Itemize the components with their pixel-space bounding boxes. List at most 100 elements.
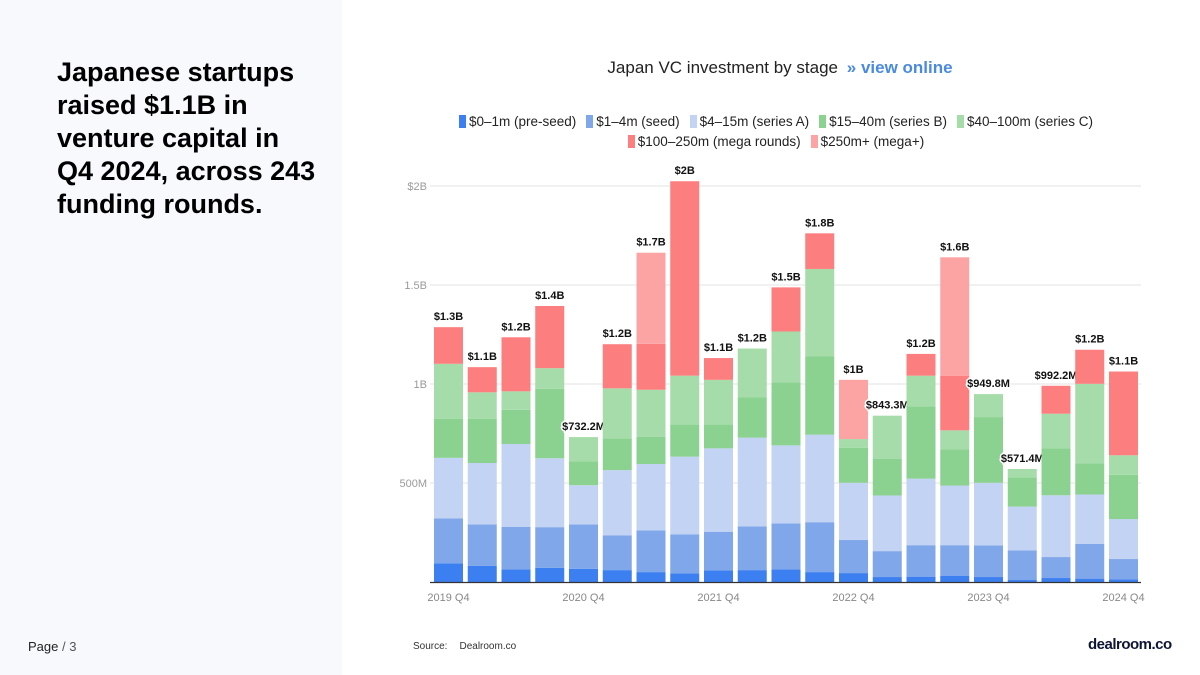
left-panel: Japanese startups raised $1.1B in ventur…: [0, 0, 342, 675]
bar-segment: [1007, 468, 1037, 478]
bar-segment: [1109, 579, 1138, 582]
bar-segment: [1041, 448, 1071, 496]
bar-segment: [636, 343, 666, 390]
bar-segment: [670, 573, 700, 582]
bar-total-label: $1.6B: [940, 241, 969, 253]
bar-total-label: $1.1B: [468, 351, 497, 363]
source-value: Dealroom.co: [459, 641, 517, 652]
bar-segment: [704, 570, 733, 582]
bar-segment: [1007, 580, 1037, 582]
bar-segment: [839, 447, 868, 483]
bar-segment: [636, 389, 666, 437]
bar-segment: [467, 565, 497, 582]
bar-total-label: $1.1B: [704, 342, 733, 354]
page-indicator: Page / 3: [28, 639, 76, 654]
legend-item[interactable]: $100–250m (mega rounds): [627, 132, 801, 152]
bar-segment: [974, 577, 1003, 582]
legend-swatch: [627, 135, 635, 148]
bar-segment: [1041, 578, 1071, 582]
bar-segment: [1109, 559, 1138, 580]
bar-segment: [670, 375, 700, 425]
bar-total-label: $1.1B: [1109, 356, 1138, 368]
bar-segment: [839, 540, 868, 574]
legend-item[interactable]: $15–40m (series B): [819, 112, 947, 132]
legend-item[interactable]: $4–15m (series A): [689, 112, 810, 132]
bar-segment: [704, 448, 733, 532]
bar-segment: [906, 545, 936, 577]
bar-segment: [501, 337, 531, 392]
bar-segment: [467, 392, 497, 419]
bar-segment: [535, 388, 565, 459]
bar-segment: [569, 437, 598, 462]
chart-title-text: Japan VC investment by stage: [607, 58, 838, 77]
bar-segment: [602, 570, 632, 582]
dealroom-logo: dealroom.co: [1088, 636, 1172, 653]
x-tick-label: 2019 Q4: [427, 592, 469, 604]
bar-segment: [602, 344, 632, 389]
bar-segment: [974, 482, 1003, 546]
legend-item[interactable]: $0–1m (pre-seed): [458, 112, 577, 132]
bar-segment: [434, 563, 463, 582]
bar-segment: [670, 424, 700, 457]
bar-segment: [501, 569, 531, 582]
bar-segment: [1041, 385, 1071, 414]
legend-label: $1–4m (seed): [596, 114, 680, 129]
double-chevron-icon: »: [846, 58, 857, 77]
bar-segment: [535, 567, 565, 582]
bar-segment: [501, 391, 531, 410]
bar-segment: [434, 418, 463, 458]
legend-swatch: [956, 115, 964, 128]
bar-segment: [1007, 477, 1037, 507]
bar-segment: [704, 358, 733, 380]
bar-segment: [704, 424, 733, 449]
x-tick-label: 2020 Q4: [562, 592, 604, 604]
headline: Japanese startups raised $1.1B in ventur…: [57, 57, 316, 219]
bar-segment: [1109, 474, 1138, 520]
bar-segment: [974, 545, 1003, 578]
bar-segment: [704, 531, 733, 571]
x-tick-label: 2021 Q4: [697, 592, 739, 604]
bar-segment: [602, 535, 632, 571]
source-label: Source:: [413, 641, 448, 652]
bar-segment: [906, 375, 936, 407]
x-tick-label: 2023 Q4: [967, 592, 1009, 604]
bar-segment: [1109, 371, 1138, 456]
bar-segment: [872, 458, 902, 496]
y-tick-label: 500M: [399, 478, 427, 490]
bar-segment: [771, 523, 801, 570]
bar-segment: [670, 534, 700, 574]
bar-segment: [1007, 506, 1037, 551]
bar-segment: [636, 252, 666, 344]
legend-label: $250m+ (mega+): [820, 134, 925, 149]
legend-label: $4–15m (series A): [699, 114, 810, 129]
bar-segment: [569, 461, 598, 486]
legend-swatch: [458, 115, 466, 128]
legend-label: $100–250m (mega rounds): [637, 134, 801, 149]
bar-segment: [906, 478, 936, 546]
bar-segment: [1041, 495, 1071, 558]
bar-segment: [602, 388, 632, 439]
bar-total-label: $1.4B: [535, 290, 564, 302]
bar-total-label: $992.2M: [1035, 370, 1078, 382]
legend-item[interactable]: $1–4m (seed): [586, 112, 680, 132]
bar-segment: [1041, 557, 1071, 579]
bar-segment: [467, 418, 497, 464]
view-online-link[interactable]: » view online: [847, 58, 953, 77]
legend-label: $0–1m (pre-seed): [468, 114, 577, 129]
legend-swatch: [819, 115, 827, 128]
bar-segment: [434, 327, 463, 364]
bar-segment: [974, 417, 1003, 483]
bar-segment: [805, 233, 835, 269]
legend-swatch: [810, 135, 818, 148]
x-tick-label: 2022 Q4: [832, 592, 874, 604]
bar-segment: [940, 449, 970, 486]
legend-swatch: [689, 115, 697, 128]
bar-segment: [737, 348, 767, 398]
bar-segment: [940, 485, 970, 546]
bar-segment: [670, 456, 700, 535]
bar-segment: [467, 524, 497, 566]
legend-item[interactable]: $250m+ (mega+): [810, 132, 925, 152]
page-separator: /: [62, 639, 66, 654]
legend-item[interactable]: $40–100m (series C): [956, 112, 1093, 132]
bar-total-label: $1.2B: [1075, 334, 1104, 346]
